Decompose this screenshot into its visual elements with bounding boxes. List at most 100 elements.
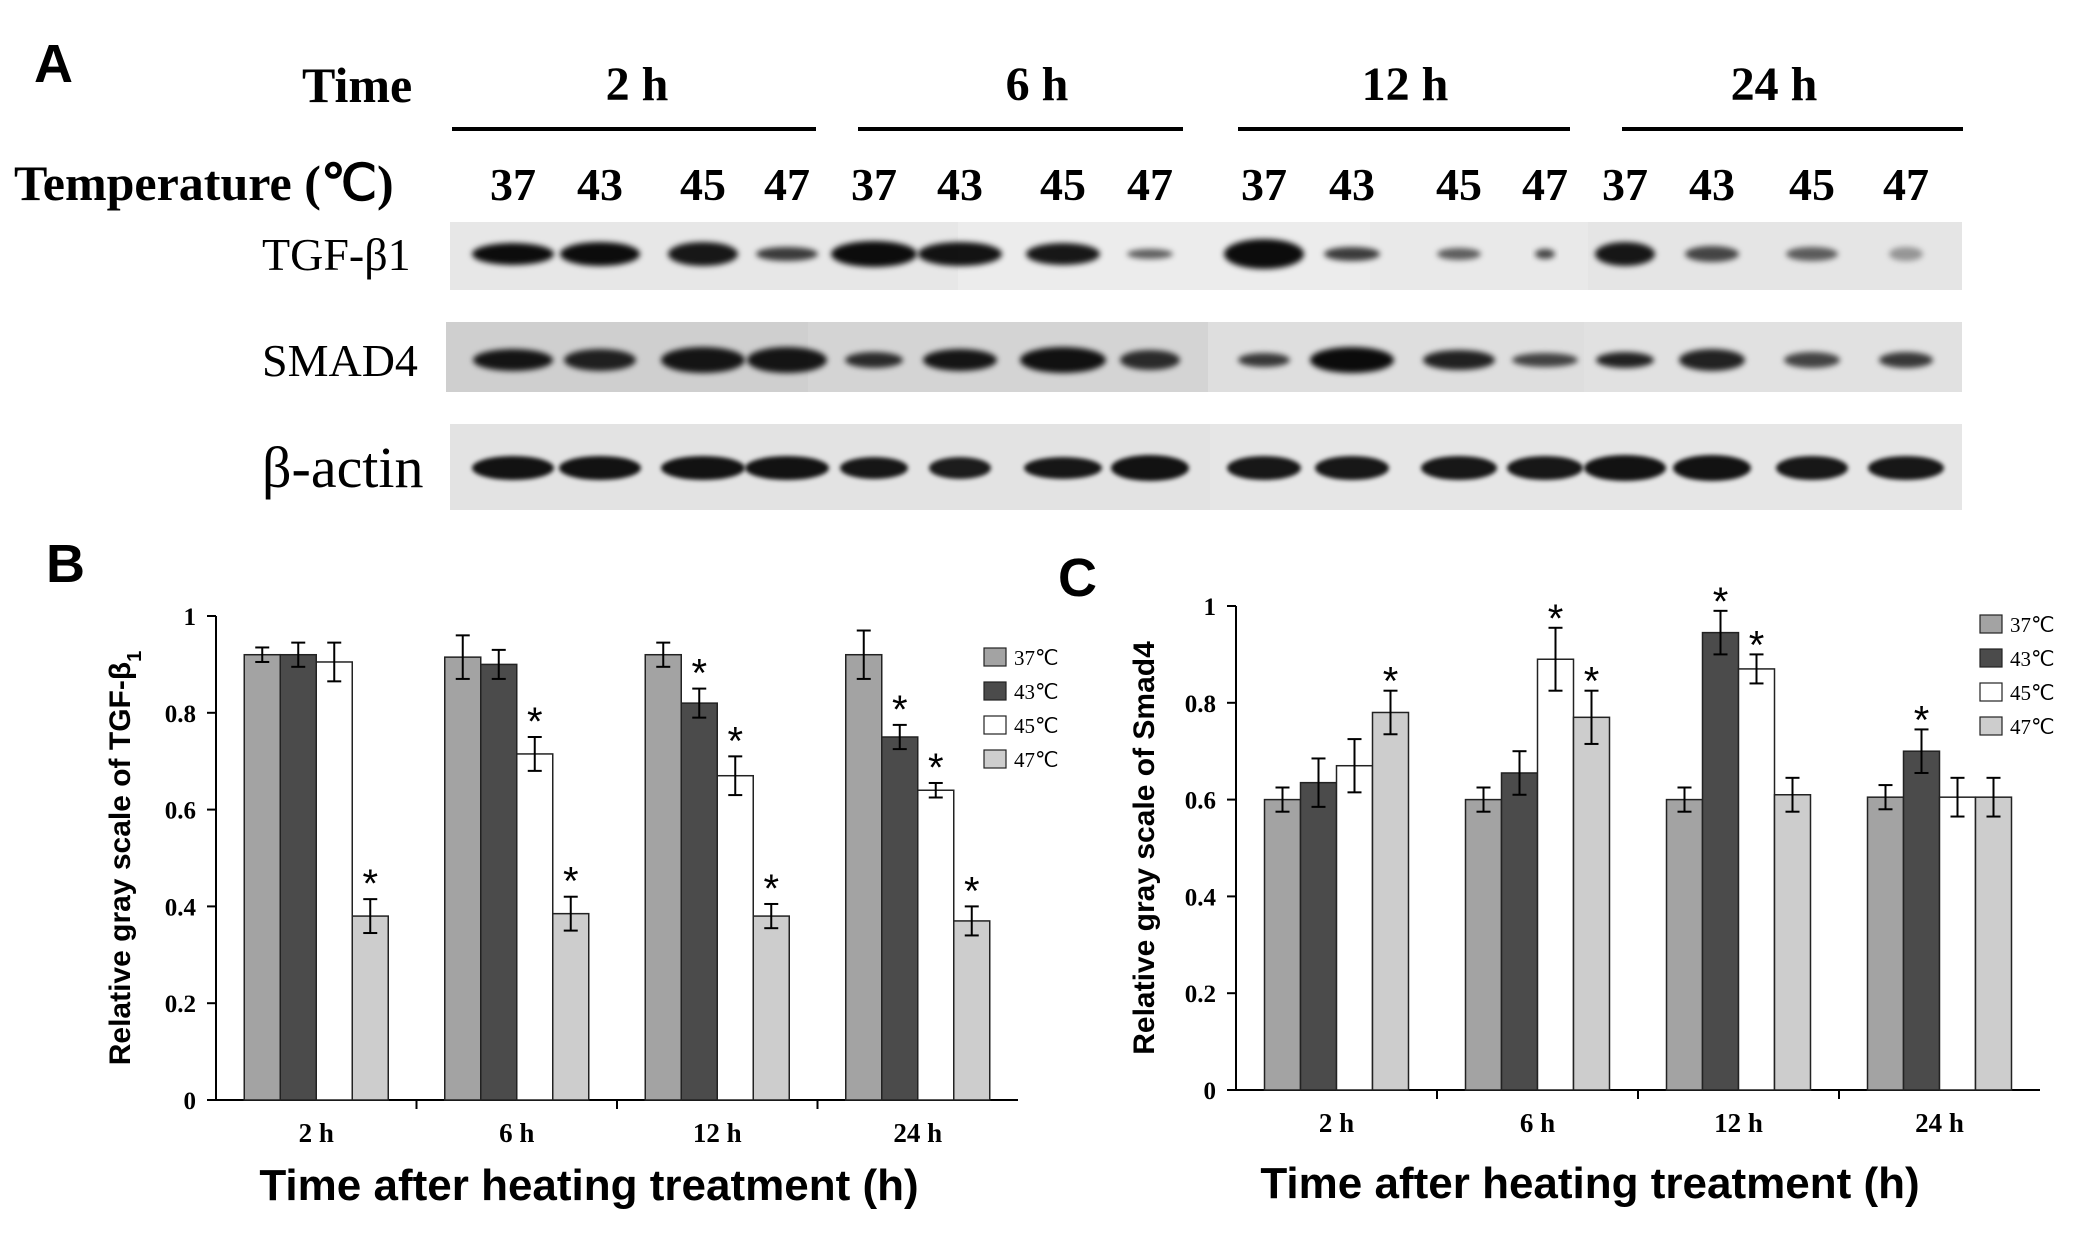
legend-swatch [1979, 648, 2003, 668]
significance-star: * [727, 719, 743, 763]
bar [243, 653, 281, 1101]
y-tick-label: 0.8 [165, 701, 196, 728]
x-tick-label: 12 h [693, 1118, 742, 1148]
blot-band [1024, 457, 1102, 479]
blot-band [1776, 456, 1848, 480]
legend-swatch [983, 749, 1007, 769]
y-tick-label: 1 [1204, 594, 1217, 621]
blot-band [1595, 242, 1655, 266]
blot-band [473, 349, 553, 371]
bar [1938, 796, 1977, 1091]
blot-band [747, 347, 827, 373]
blot-band [560, 242, 640, 266]
bar [845, 653, 883, 1101]
y-tick-label: 0.6 [1185, 788, 1216, 815]
blot-band [1889, 247, 1923, 261]
temperature-label: 47 [1883, 159, 1929, 210]
blot-band [564, 349, 636, 371]
temperature-label: 37 [1241, 159, 1287, 210]
blot-band [559, 456, 641, 480]
legend-label: 45℃ [1014, 714, 1059, 738]
legend-label: 45℃ [2010, 681, 2055, 705]
y-tick-label: 0.6 [165, 798, 196, 825]
blot-band [1673, 455, 1751, 481]
bar [552, 912, 590, 1101]
temperature-label: 43 [937, 159, 983, 210]
bar [351, 915, 389, 1101]
bar [953, 920, 991, 1101]
significance-star: * [691, 652, 707, 696]
bar [1572, 716, 1611, 1091]
significance-star: * [563, 860, 579, 904]
x-tick-label: 2 h [299, 1118, 334, 1148]
time-group-label: 24 h [1731, 58, 1818, 111]
blot-band [918, 242, 1002, 266]
blot-band [1421, 456, 1497, 480]
blot-band [1507, 456, 1583, 480]
significance-star: * [928, 746, 944, 790]
bar [1299, 781, 1338, 1091]
time-group-label: 6 h [1006, 58, 1069, 111]
blot-band [661, 456, 745, 480]
y-tick-label: 0 [184, 1088, 197, 1115]
temperature-label: 47 [1522, 159, 1568, 210]
blot-band [1020, 347, 1106, 373]
x-tick-label: 6 h [499, 1118, 534, 1148]
legend-label: 37℃ [2010, 613, 2055, 637]
bar [1737, 668, 1776, 1091]
x-tick-label: 6 h [1520, 1108, 1555, 1138]
legend-swatch [983, 647, 1007, 667]
x-tick-label: 24 h [1915, 1108, 1964, 1138]
temperature-label: 43 [1329, 159, 1375, 210]
blot-band [756, 247, 818, 261]
y-tick-label: 1 [184, 604, 197, 631]
temperature-label: 37 [1602, 159, 1648, 210]
y-tick-label: 0.8 [1185, 691, 1216, 718]
blot-band [1324, 247, 1380, 261]
bar [1464, 798, 1503, 1091]
legend-swatch [1979, 682, 2003, 702]
temperature-label: 37 [851, 159, 897, 210]
blot-band [1584, 455, 1666, 481]
temperature-label: 43 [1689, 159, 1735, 210]
legend-label: 37℃ [1014, 646, 1059, 670]
significance-star: * [964, 869, 980, 913]
blot-band [1238, 353, 1290, 367]
blot-band [668, 242, 738, 266]
legend-label: 47℃ [1014, 748, 1059, 772]
bar [1773, 794, 1812, 1091]
bar [644, 653, 682, 1101]
x-tick-label: 24 h [893, 1118, 942, 1148]
bar [1974, 796, 2013, 1091]
legend-label: 43℃ [1014, 680, 1059, 704]
legend-swatch [1979, 716, 2003, 736]
blot-band [1784, 352, 1840, 368]
panel-a: A Time Temperature (℃) 2 h 6 h 12 h 24 h… [14, 34, 1963, 510]
x-tick-label: 12 h [1714, 1108, 1763, 1138]
significance-star: * [1548, 597, 1564, 641]
blot-row-label-smad4: SMAD4 [262, 335, 418, 386]
blot-band [840, 457, 908, 479]
significance-star: * [1713, 580, 1729, 624]
time-group-label: 2 h [606, 58, 669, 111]
blot-band [472, 243, 554, 265]
bar [1902, 750, 1941, 1091]
y-tick-label: 0 [1204, 1078, 1217, 1105]
blot-band [1685, 246, 1739, 262]
blot-band [1512, 353, 1578, 367]
bar [881, 736, 919, 1101]
bar [1866, 796, 1905, 1091]
temperature-label: 45 [1789, 159, 1835, 210]
blot-band [1786, 247, 1838, 261]
legend-label: 43℃ [2010, 647, 2055, 671]
y-tick-label: 0.4 [165, 894, 197, 921]
blot-band [1111, 455, 1189, 481]
bar [1536, 658, 1575, 1091]
blot-band [1596, 352, 1654, 368]
blot-band [929, 457, 991, 479]
legend-swatch [983, 715, 1007, 735]
temperature-label: 47 [764, 159, 810, 210]
significance-star: * [892, 688, 908, 732]
blot-band [745, 456, 829, 480]
time-group-2h: 2 h [452, 58, 816, 131]
